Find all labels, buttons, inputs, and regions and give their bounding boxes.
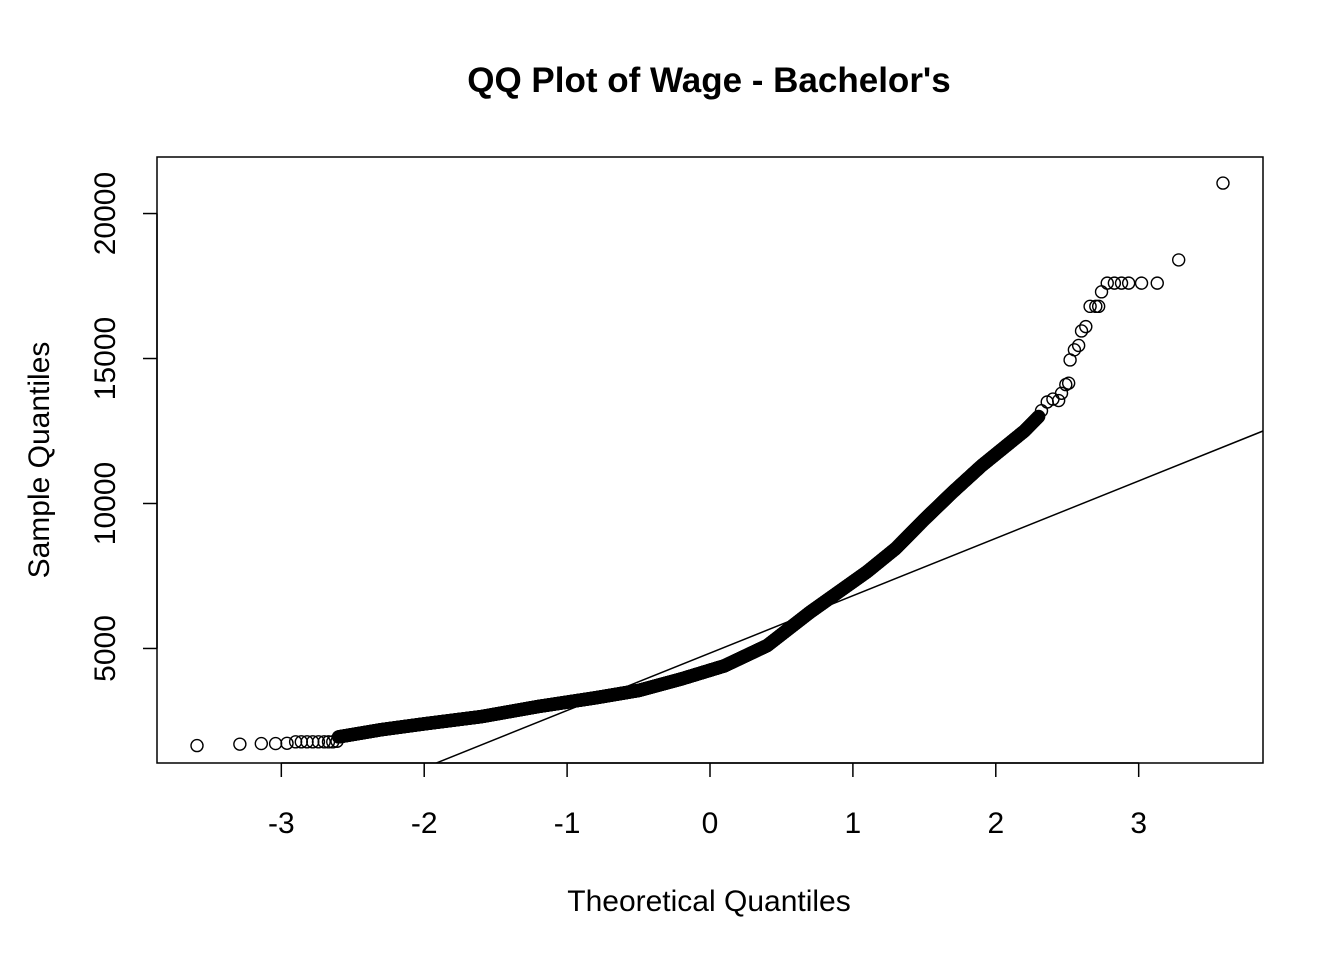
x-tick-label: 0 [702,807,719,840]
data-point [1079,319,1093,334]
x-tick-label: -1 [554,807,581,840]
data-point [1061,376,1076,390]
data-point [1134,276,1149,290]
y-axis-label: Sample Quantiles [23,342,56,579]
y-axis: 5000 10000 15000 20000 [89,172,158,682]
x-tick-label: 1 [845,807,862,840]
data-point [1100,276,1114,290]
x-tick-label: 2 [987,807,1004,840]
data-point [1094,285,1109,299]
x-axis-label: Theoretical Quantiles [567,885,850,918]
data-point [1054,386,1069,401]
data-point [1071,338,1086,353]
y-tick-label: 5000 [89,615,122,682]
data-point [268,736,283,751]
x-tick-label: -3 [268,807,295,840]
x-tick-label: -2 [411,807,438,840]
data-point [1091,299,1106,314]
data-point [1216,176,1230,190]
y-tick-label: 10000 [89,462,122,545]
data-point [254,736,269,751]
sample-points [190,176,1230,753]
data-point [311,735,326,749]
data-point [1083,299,1097,314]
chart-title: QQ Plot of Wage - Bachelor's [467,61,950,100]
y-tick-label: 15000 [89,317,122,400]
data-point [1171,253,1186,267]
data-point [1114,276,1129,290]
data-point [190,738,204,753]
x-axis: -3 -2 -1 0 1 2 3 [268,762,1147,840]
x-tick-label: 3 [1130,807,1147,840]
data-point [1074,324,1089,338]
data-point [1121,276,1136,290]
reference-line [434,430,1263,763]
data-point [1067,343,1082,357]
data-point [1150,276,1164,290]
data-point [1107,276,1122,290]
data-point [280,736,294,750]
data-point [317,735,331,749]
y-tick-label: 20000 [89,172,122,255]
data-point [1051,393,1066,408]
data-point [233,737,247,751]
